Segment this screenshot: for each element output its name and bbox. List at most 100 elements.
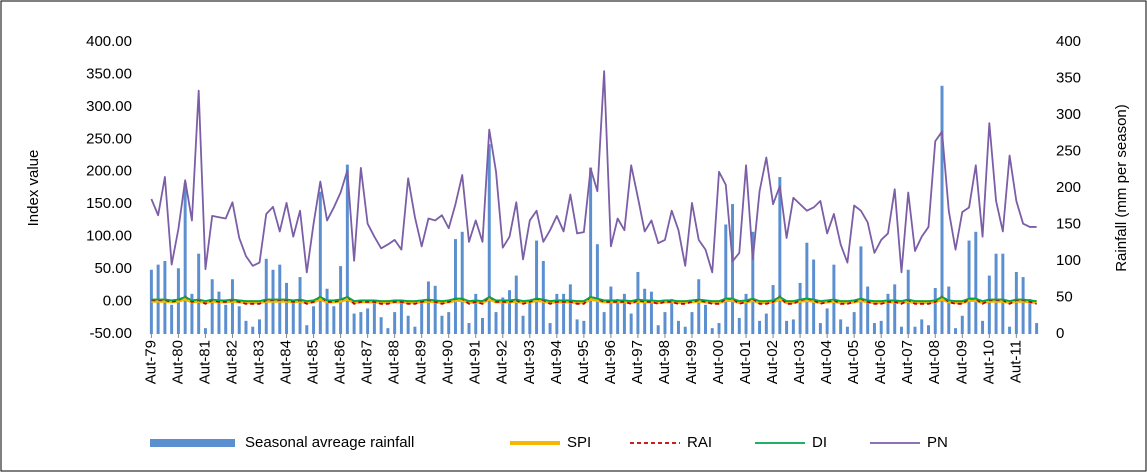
bar [372, 301, 376, 334]
bar [791, 319, 795, 334]
bar [562, 293, 566, 334]
bar [825, 308, 829, 334]
bar [690, 312, 694, 334]
bar [285, 282, 289, 334]
bar [940, 85, 944, 334]
bar [426, 281, 430, 334]
bar [1028, 298, 1032, 334]
bar [433, 285, 437, 334]
x-tick-label: Aut-79 [142, 340, 159, 384]
bar [974, 231, 978, 334]
bar [859, 246, 863, 334]
bar [237, 306, 241, 334]
bar [325, 288, 329, 334]
bar [697, 279, 701, 334]
bar [927, 325, 930, 334]
x-tick-label: Aut-86 [332, 340, 349, 384]
y2-tick-label: 100 [1056, 252, 1081, 269]
bar [920, 319, 924, 334]
x-tick-label: Aut-03 [791, 340, 808, 384]
bar [528, 301, 532, 334]
y-tick-label: 100.00 [86, 228, 132, 245]
bar [602, 312, 606, 334]
bar [933, 288, 937, 334]
y2-tick-label: 0 [1056, 325, 1064, 342]
bar [501, 297, 505, 334]
bar [839, 319, 843, 334]
legend-label: DI [812, 434, 827, 451]
x-tick-label: Aut-04 [818, 340, 835, 384]
bar [190, 293, 194, 334]
x-tick-label: Aut-98 [656, 340, 673, 384]
bar [616, 298, 620, 334]
bar [230, 279, 234, 334]
bar [629, 313, 633, 334]
y2-tick-label: 300 [1056, 106, 1081, 123]
x-tick-label: Aut-11 [1007, 340, 1024, 383]
bar [751, 231, 755, 334]
bar [568, 284, 572, 334]
bar [670, 298, 674, 334]
bar [981, 320, 985, 334]
bar [224, 304, 228, 334]
bar [798, 282, 802, 334]
bar [582, 320, 586, 334]
bar [758, 320, 762, 334]
x-tick-label: Aut-01 [737, 340, 754, 384]
bar [994, 253, 998, 334]
bar [440, 315, 444, 334]
bar [656, 325, 660, 334]
bar [805, 242, 809, 334]
bar [609, 286, 613, 334]
y-tick-label: -50.00 [89, 325, 132, 342]
bar [845, 326, 849, 334]
bar [548, 323, 552, 334]
bar [406, 315, 410, 334]
bar [467, 323, 471, 334]
bar [399, 301, 403, 334]
bar [291, 301, 295, 334]
bar [683, 326, 687, 334]
bar [217, 291, 221, 334]
bar [622, 293, 626, 334]
bar [663, 312, 667, 334]
bar [893, 284, 897, 334]
bar [210, 279, 214, 334]
bar [183, 182, 187, 334]
bar [521, 315, 525, 334]
bar [447, 312, 451, 334]
bar [460, 231, 464, 334]
bar [332, 306, 336, 334]
bar [818, 323, 822, 334]
y-tick-label: 150.00 [86, 195, 132, 212]
bar [312, 306, 316, 334]
bar [413, 326, 417, 334]
bar [305, 325, 309, 334]
bar [987, 275, 991, 334]
y-tick-label: 50.00 [94, 260, 132, 277]
bar [258, 319, 261, 334]
bar [1035, 323, 1039, 334]
y-tick-label: 300.00 [86, 98, 132, 115]
bar [345, 164, 349, 334]
bar [494, 312, 498, 334]
bar [947, 286, 951, 334]
bar [643, 288, 647, 334]
bar [318, 191, 322, 334]
bar [710, 328, 714, 334]
y2-tick-label: 150 [1056, 215, 1081, 232]
x-tick-label: Aut-05 [845, 340, 862, 384]
x-tick-label: Aut-81 [196, 340, 213, 384]
bar [704, 304, 707, 334]
bar [717, 323, 721, 334]
bar [244, 320, 248, 334]
bar [508, 290, 512, 334]
y2-tick-label: 350 [1056, 69, 1081, 86]
bar [737, 317, 741, 334]
y-tick-label: 400.00 [86, 33, 132, 50]
x-tick-label: Aut-92 [494, 340, 511, 384]
bar [251, 326, 255, 334]
x-tick-label: Aut-89 [413, 340, 430, 384]
legend-label: PN [927, 434, 948, 451]
